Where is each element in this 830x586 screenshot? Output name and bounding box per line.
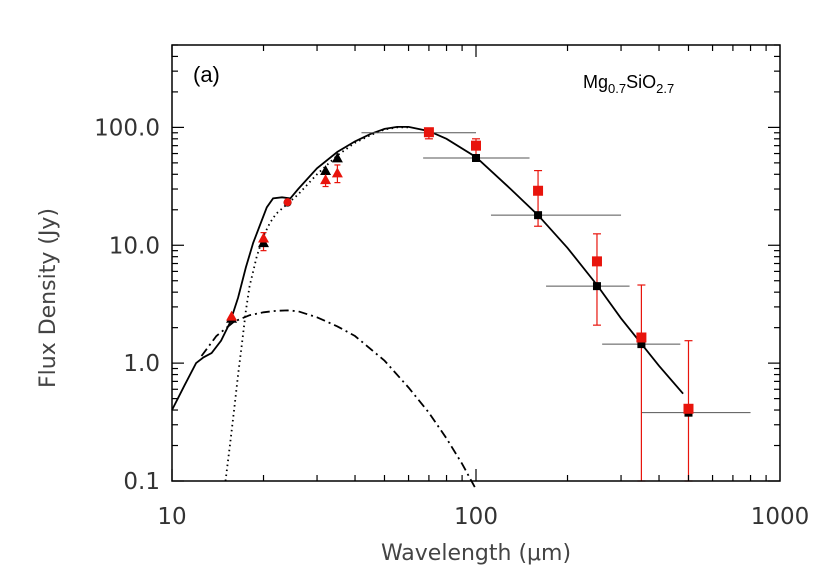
x-tick-label: 10	[157, 504, 186, 530]
data-point-square	[636, 332, 647, 343]
data-point-triangle	[320, 165, 332, 175]
formula-part: Mg	[583, 72, 608, 92]
data-point-triangle	[320, 174, 332, 185]
dashdot-model-curve	[200, 309, 477, 490]
error-bars	[260, 127, 751, 482]
dotted-model-curve	[224, 126, 409, 482]
y-tick-label: 0.1	[123, 469, 160, 495]
composition-annotation: Mg0.7SiO2.7	[583, 72, 674, 96]
model-curves	[171, 126, 684, 490]
data-point-square	[534, 211, 543, 220]
y-tick-label: 10.0	[109, 233, 160, 259]
data-point-square	[472, 153, 480, 162]
data-point-circle	[283, 198, 292, 207]
data-point-square	[533, 185, 544, 196]
axis-tick-labels: 10 100 1000 0.1 1.0 10.0 100.0	[94, 115, 809, 530]
solid-model-curve	[171, 126, 684, 411]
x-axis-title: Wavelength (μm)	[381, 541, 571, 566]
data-point-square	[591, 256, 602, 267]
data-point-triangle	[331, 152, 343, 163]
formula-subscript: 2.7	[656, 81, 674, 96]
data-point-triangle	[258, 232, 270, 243]
y-tick-label: 1.0	[123, 351, 160, 377]
y-tick-label: 100.0	[94, 115, 160, 141]
axis-ticks	[171, 44, 780, 482]
data-markers	[226, 127, 694, 417]
data-point-triangle	[226, 310, 238, 321]
panel-label: (a)	[193, 62, 220, 87]
data-point-square	[592, 282, 601, 291]
data-point-square	[683, 403, 694, 414]
data-point-square	[471, 140, 481, 151]
formula-part: SiO	[626, 72, 656, 92]
x-tick-label: 100	[454, 504, 498, 530]
data-point-square	[423, 127, 434, 138]
data-point-square	[637, 340, 646, 349]
x-tick-label: 1000	[751, 504, 810, 530]
y-axis-title: Flux Density (Jy)	[36, 208, 61, 388]
data-point-triangle	[331, 167, 343, 178]
formula-subscript: 0.7	[608, 81, 626, 96]
